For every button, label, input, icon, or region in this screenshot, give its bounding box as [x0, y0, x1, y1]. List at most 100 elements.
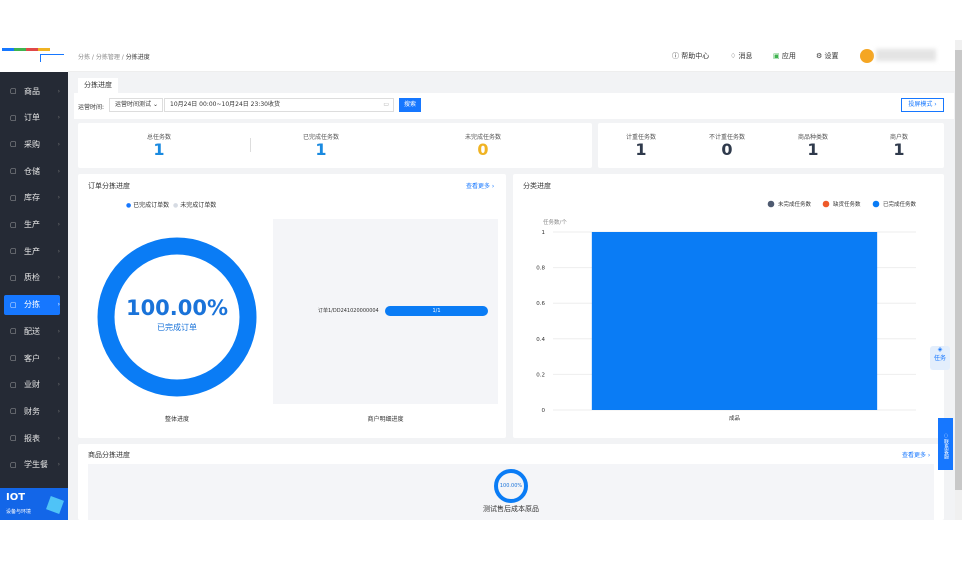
stat-value: 1	[893, 140, 905, 159]
sidebar-item-label: 订单	[24, 113, 40, 123]
page-scrollbar[interactable]	[955, 40, 962, 520]
iot-subtitle: 设备与环境	[6, 509, 32, 515]
bar-2[interactable]	[591, 232, 878, 410]
username-blurred[interactable]	[876, 49, 936, 61]
avatar[interactable]	[860, 49, 874, 63]
sidebar-item-label: 生产	[24, 220, 40, 229]
chevron-right-icon: ›	[57, 354, 60, 362]
overall-donut	[97, 237, 257, 397]
view-more-link[interactable]: 查看更多 ›	[466, 183, 495, 190]
legend-completed[interactable]: 已完成订单数	[133, 202, 170, 209]
sidebar-item-label: 配送	[24, 326, 40, 336]
help-center-button[interactable]: ⓘ 帮助中心	[672, 51, 709, 61]
sidebar-item[interactable]: ▢ 分拣 ›	[4, 294, 60, 315]
layers-icon: ◈	[937, 346, 943, 353]
breadcrumb-current: 分拣进度	[125, 54, 150, 61]
breadcrumb-item[interactable]: 分拣	[78, 54, 91, 61]
chevron-right-icon: ›	[57, 167, 60, 175]
settings-button[interactable]: ⚙ 设置	[816, 51, 839, 61]
donut-label: 已完成订单	[157, 323, 197, 332]
sidebar-item[interactable]: ▢ 质检 ›	[4, 268, 60, 288]
stat-label: 商户数	[889, 134, 908, 141]
goods-donut-arc	[494, 469, 528, 503]
merchant-caption: 商户明细进度	[367, 416, 404, 423]
date-range-value: 10月24日 00:00~10月24日 23:30收货	[170, 101, 280, 108]
legend-incomplete[interactable]: 未完成订单数	[180, 202, 217, 209]
y-tick-label: 0	[542, 408, 546, 414]
iot-banner[interactable]: IOT 设备与环境	[0, 488, 68, 520]
time-select[interactable]: 运营时间测试 ⌄	[109, 98, 163, 112]
inspect-icon: ▢	[10, 273, 17, 282]
grid-icon: ▢	[10, 87, 17, 95]
sidebar-item[interactable]: ▢ 生产 ›	[4, 241, 60, 261]
chevron-right-icon: ›	[57, 301, 60, 309]
divider	[250, 138, 251, 152]
sidebar-item[interactable]: ▢ 商品 ›	[4, 81, 60, 101]
search-button[interactable]: 搜索	[399, 98, 421, 112]
sidebar-item[interactable]: ▢ 报表 ›	[4, 428, 60, 448]
stat-label: 不计重任务数	[708, 134, 745, 141]
messages-label: 消息	[738, 52, 753, 60]
select-value: 运营时间测试	[115, 101, 152, 108]
goods-donut	[494, 469, 528, 503]
chevron-right-icon: ›	[57, 140, 60, 148]
contact-support-button[interactable]: ◌联系客服	[938, 418, 953, 470]
gear-icon: ⚙	[816, 52, 823, 60]
sidebar-item-label: 质检	[24, 273, 40, 283]
goods-sorting-panel: 商品分拣进度 查看更多 › 100.00% 测试售后成本原品	[78, 444, 944, 520]
legend-label[interactable]: 未完成任务数	[778, 200, 812, 208]
chart-title: 分类进度	[523, 182, 551, 190]
help-label: 帮助中心	[681, 52, 710, 60]
sidebar-item[interactable]: ▢ 采购 ›	[4, 134, 60, 154]
sidebar-item-label: 业财	[24, 380, 40, 390]
sidebar-item[interactable]: ▢ 学生餐 ›	[4, 455, 60, 475]
x-tick-label: 成品	[729, 414, 741, 422]
stat-value: 1	[807, 140, 819, 159]
sidebar-item[interactable]: ▢ 生产 ›	[4, 215, 60, 235]
view-more-label: 查看更多	[466, 183, 491, 190]
sidebar-item-label: 分拣	[24, 300, 40, 310]
chevron-down-icon: ⌄	[152, 101, 158, 108]
legend-label[interactable]: 已完成任务数	[883, 200, 917, 208]
y-tick-label: 0.8	[536, 266, 545, 272]
messages-button[interactable]: ♢ 消息	[730, 51, 753, 61]
chevron-right-icon: ›	[57, 327, 60, 335]
apps-button[interactable]: ▣ 应用	[773, 51, 796, 61]
bell-icon: ♢	[730, 52, 737, 60]
sidebar-item[interactable]: ▢ 库存 ›	[4, 188, 60, 208]
view-more-link[interactable]: 查看更多 ›	[902, 452, 931, 459]
sidebar-item[interactable]: ▢ 财务 ›	[4, 401, 60, 421]
chevron-right-icon: ›	[57, 381, 60, 389]
filter-label: 运营时间:	[78, 104, 105, 111]
screen-mode-label: 投屏模式	[908, 101, 933, 108]
goods-percent: 100.00%	[499, 483, 523, 489]
sidebar-item[interactable]: ▢ 业财 ›	[4, 375, 60, 395]
y-tick-label: 0.6	[536, 301, 545, 307]
screen-mode-button[interactable]: 投屏模式 ›	[901, 98, 944, 112]
app-icon: ▣	[773, 52, 780, 60]
legend-label[interactable]: 缺货任务数	[833, 200, 861, 208]
chart-icon: ▢	[10, 380, 17, 389]
stat-value: 0	[721, 140, 733, 159]
sidebar-item[interactable]: ▢ 客户 ›	[4, 348, 60, 368]
tab-sorting-progress[interactable]: 分拣进度	[78, 78, 118, 93]
sidebar-item[interactable]: ▢ 仓储 ›	[4, 161, 60, 181]
legend-marker	[872, 200, 880, 208]
sidebar-item[interactable]: ▢ 配送 ›	[4, 321, 60, 341]
stat-label: 已完成任务数	[302, 134, 339, 141]
y-tick-label: 1	[542, 230, 546, 236]
breadcrumb-item[interactable]: 分拣管理	[95, 54, 120, 61]
stat-label: 总任务数	[146, 134, 171, 141]
task-label: 任务	[933, 355, 946, 362]
sort-icon: ▢	[10, 300, 17, 309]
sidebar: ▢ 商品 › ▢ 订单 › ▢ 采购 › ▢ 仓储 › ▢ 库存 › ▢ 生产 › ▢ 生产 › ▢ 质检 › ▢ 分拣 › ▢ 配送 ›…	[0, 72, 68, 520]
logo	[0, 40, 68, 72]
date-range-input[interactable]: 10月24日 00:00~10月24日 23:30收货 ▭	[164, 98, 394, 112]
sidebar-item[interactable]: ▢ 订单 ›	[4, 108, 60, 128]
help-icon: ⓘ	[672, 52, 679, 60]
goods-name[interactable]: 测试售后成本原品	[483, 505, 539, 513]
sidebar-item-label: 财务	[24, 406, 40, 416]
task-float-button[interactable]: ◈ 任务	[930, 346, 950, 370]
chevron-right-icon: ›	[57, 461, 60, 469]
iot-title: IOT	[6, 492, 26, 503]
